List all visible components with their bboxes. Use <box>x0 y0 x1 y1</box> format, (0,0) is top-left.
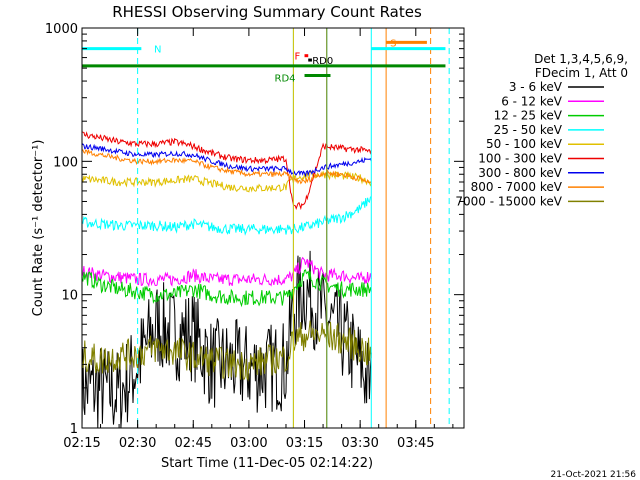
legend-label-7000-15000-kev: 7000 - 15000 keV <box>455 194 562 208</box>
x-tick-label-03-15: 03:15 <box>286 436 323 451</box>
series-line-7000-15000-kev <box>82 320 372 382</box>
x-axis-label: Start Time (11-Dec-05 02:14:22) <box>161 456 373 471</box>
timestamp-footer: 21-Oct-2021 21:56 <box>551 470 637 480</box>
legend-label-25-50-kev: 25 - 50 keV <box>494 123 563 137</box>
series-line-25-50-kev <box>82 196 372 236</box>
event-label-n: N <box>154 45 161 56</box>
series-line-800-7000-kev <box>82 149 372 185</box>
series-line-12-25-kev <box>82 269 372 308</box>
y-tick-label-100: 100 <box>53 155 78 170</box>
event-label-rd4: RD4 <box>275 74 296 85</box>
plot-frame <box>81 27 465 429</box>
legend-label-50-100-kev: 50 - 100 keV <box>486 137 563 151</box>
legend-label-300-800-kev: 300 - 800 keV <box>478 166 562 180</box>
ticks-layer: 02:15 02:30 02:45 03:00 03:15 03:30 03:45 1 10 10… <box>45 22 464 451</box>
event-label-f: F <box>295 52 301 63</box>
series-layer <box>82 131 372 428</box>
x-tick-label-03-00: 03:00 <box>230 436 267 451</box>
y-tick-label-1000: 1000 <box>45 22 78 37</box>
y-axis-label: Count Rate (s⁻¹ detector⁻¹) <box>31 140 46 317</box>
x-tick-label-02-45: 02:45 <box>175 436 212 451</box>
x-tick-label-03-45: 03:45 <box>397 436 434 451</box>
event-label-s: S <box>390 38 396 49</box>
legend-label-6-12-kev: 6 - 12 keV <box>501 94 563 108</box>
chart-title: RHESSI Observing Summary Count Rates <box>112 3 422 21</box>
legend: Det 1,3,4,5,6,9, FDecim 1, Att 0 3 - 6 k… <box>455 52 628 208</box>
legend-det-line1: Det 1,3,4,5,6,9, <box>534 52 628 66</box>
legend-det-line2: FDecim 1, Att 0 <box>535 66 628 80</box>
event-label-rd0: RD0 <box>312 56 333 67</box>
series-line-50-100-kev <box>82 170 372 193</box>
y-tick-label-1: 1 <box>70 422 78 437</box>
series-line-6-12-kev <box>82 256 372 288</box>
legend-label-100-300-kev: 100 - 300 keV <box>478 152 562 166</box>
legend-label-800-7000-kev: 800 - 7000 keV <box>471 180 563 194</box>
y-tick-label-10: 10 <box>61 289 78 304</box>
legend-label-12-25-kev: 12 - 25 keV <box>494 109 563 123</box>
series-line-100-300-kev <box>82 131 372 211</box>
x-tick-label-02-15: 02:15 <box>63 436 100 451</box>
legend-label-3-6-kev: 3 - 6 keV <box>509 80 563 94</box>
series-line-300-800-kev <box>82 143 372 178</box>
events-layer: N S RD4 RD0 F <box>82 28 450 428</box>
x-tick-label-02-30: 02:30 <box>119 436 156 451</box>
x-tick-label-03-30: 03:30 <box>341 436 378 451</box>
